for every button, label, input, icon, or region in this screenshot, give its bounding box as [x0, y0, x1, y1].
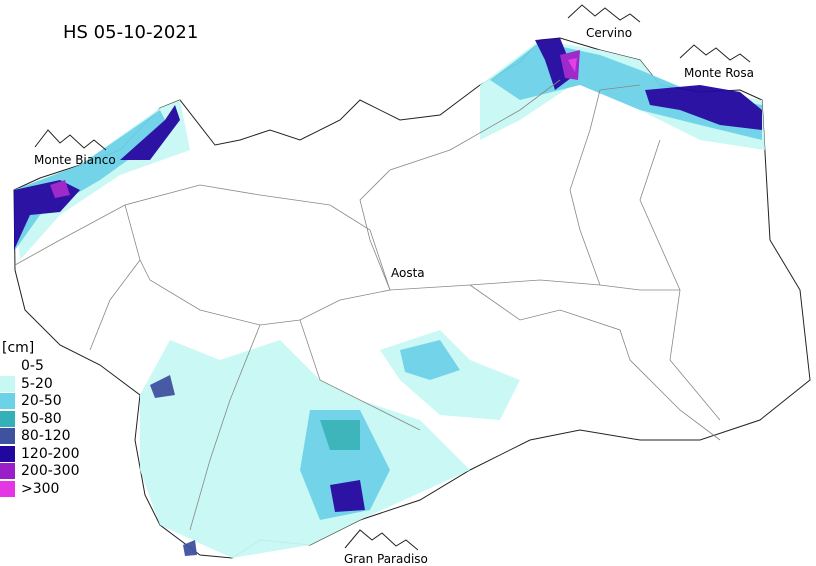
legend-label: >300: [21, 480, 60, 497]
legend-item: 200-300: [0, 463, 110, 479]
legend-swatch: [0, 410, 15, 427]
legend-swatch: [0, 463, 15, 479]
map-title: HS 05-10-2021: [63, 22, 199, 43]
mountain-icon-monte-bianco: [34, 129, 107, 151]
mountain-icon-gran-paradiso: [344, 529, 419, 551]
legend-swatch: [0, 445, 15, 462]
mountain-icon-cervino: [567, 4, 641, 23]
label-gran-paradiso: Gran Paradiso: [344, 552, 428, 566]
legend-label: 200-300: [21, 463, 80, 479]
legend-label: 0-5: [21, 358, 44, 374]
legend: [cm] 0-5 5-20 20-50 50-80 80-120 120-200 200-3…: [0, 340, 110, 498]
legend-label: 80-120: [21, 428, 71, 444]
legend-item: 120-200: [0, 445, 110, 462]
label-monte-bianco: Monte Bianco: [34, 153, 116, 167]
legend-item: 0-5: [0, 358, 110, 374]
legend-label: 50-80: [21, 410, 62, 427]
legend-label: 120-200: [21, 445, 80, 462]
legend-unit: [cm]: [2, 340, 35, 356]
legend-swatch: [0, 375, 15, 392]
legend-rows: 0-5 5-20 20-50 50-80 80-120 120-200 200-300 >30…: [0, 358, 110, 497]
legend-item: 20-50: [0, 393, 110, 409]
legend-swatch: [0, 428, 15, 444]
legend-swatch: [0, 358, 15, 374]
legend-label: 20-50: [21, 393, 62, 409]
label-cervino: Cervino: [586, 26, 633, 40]
label-aosta: Aosta: [391, 266, 425, 280]
valley-lines: [14, 79, 721, 531]
legend-label: 5-20: [21, 375, 53, 392]
mountain-icon-monte-rosa: [679, 44, 751, 63]
snow-patches: [14, 38, 765, 558]
legend-swatch: [0, 480, 15, 497]
mountain-icons: [34, 4, 751, 551]
legend-item: 5-20: [0, 375, 110, 392]
legend-swatch: [0, 393, 15, 409]
label-monte-rosa: Monte Rosa: [684, 66, 754, 80]
legend-item: 50-80: [0, 410, 110, 427]
legend-item: >300: [0, 480, 110, 497]
legend-item: 80-120: [0, 428, 110, 444]
